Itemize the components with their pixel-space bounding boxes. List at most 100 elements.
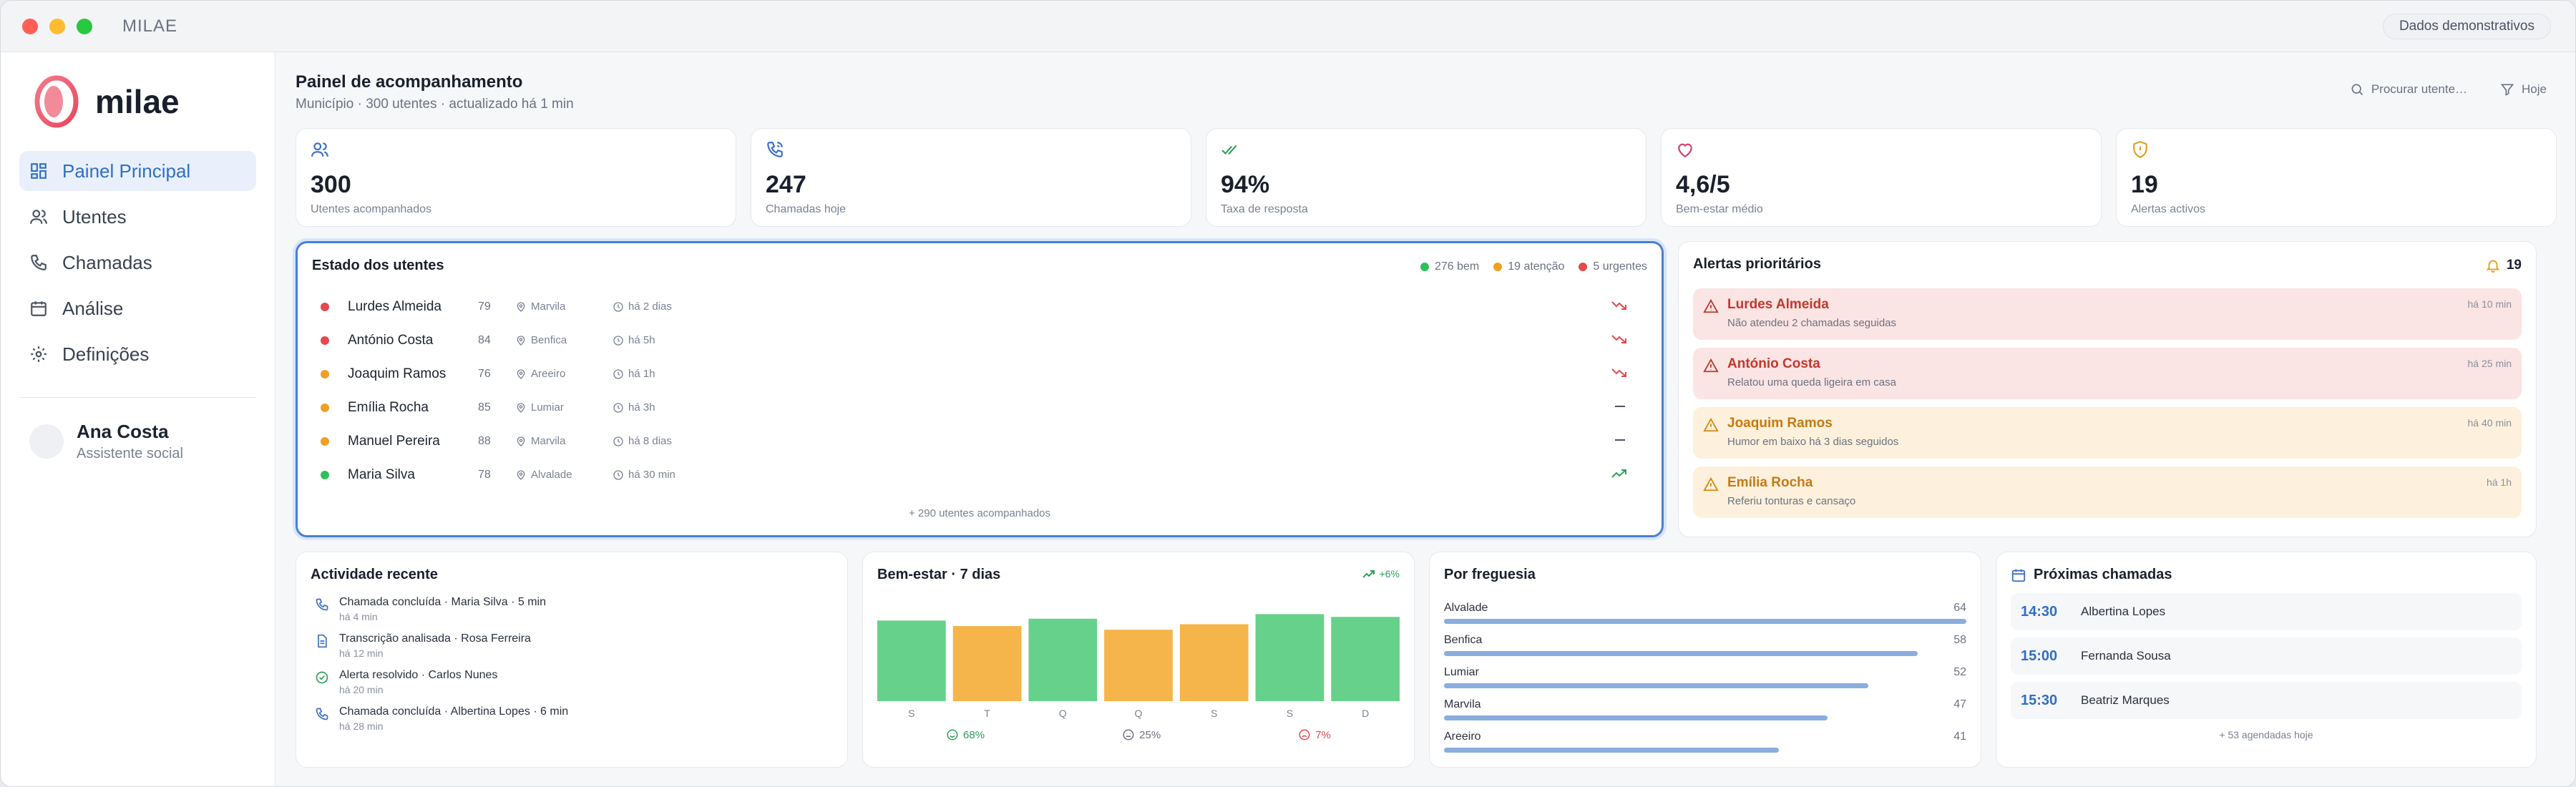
time-label: há 30 min bbox=[628, 469, 675, 481]
more-utentes-link[interactable]: + 290 utentes acompanhados bbox=[908, 507, 1051, 519]
legend-label: 276 bem bbox=[1434, 260, 1480, 273]
utente-age: 76 bbox=[478, 367, 491, 380]
tick-label: Q bbox=[1135, 708, 1143, 719]
activity-item[interactable]: Alerta resolvido · Carlos Nunes há 20 min bbox=[311, 669, 833, 695]
freguesia-item[interactable]: Alvalade 64 bbox=[1444, 602, 1966, 624]
freguesia-list: Alvalade 64 Benfica 58 Lumiar 52 Marvila 47 Aree… bbox=[1444, 602, 1966, 753]
freguesia-value: 41 bbox=[1953, 730, 1966, 743]
stat-card-utentes[interactable]: 300 Utentes acompanhados bbox=[296, 128, 736, 227]
trend-up-icon bbox=[1611, 468, 1627, 483]
freguesia-item[interactable]: Areeiro 41 bbox=[1444, 730, 1966, 753]
utente-last-contact: há 3h bbox=[613, 401, 655, 414]
sidebar-item-definicoes[interactable]: Definições bbox=[19, 334, 256, 374]
maximize-window-button[interactable] bbox=[77, 18, 92, 34]
users-icon bbox=[30, 210, 47, 224]
utente-age: 85 bbox=[478, 401, 491, 414]
stat-value: 19 bbox=[2131, 171, 2158, 198]
avatar bbox=[29, 424, 64, 459]
search-input[interactable]: Procurar utente… bbox=[2350, 82, 2467, 97]
date-filter-button[interactable]: Hoje bbox=[2500, 82, 2547, 97]
status-dot-icon bbox=[321, 403, 329, 412]
activity-item[interactable]: Chamada concluída · Maria Silva · 5 min h… bbox=[311, 596, 833, 622]
alert-item[interactable]: António Costa Relatou uma queda ligeira e… bbox=[1693, 348, 2522, 399]
utente-location: Marvila bbox=[515, 435, 613, 447]
stat-card-bem-estar[interactable]: 4,6/5 Bem-estar médio bbox=[1661, 128, 2102, 227]
stat-card-alertas[interactable]: 19 Alertas activos bbox=[2116, 128, 2557, 227]
alert-count[interactable]: 19 bbox=[2485, 258, 2522, 273]
sidebar-item-label: Definições bbox=[62, 343, 150, 365]
sidebar-item-label: Painel Principal bbox=[62, 160, 191, 182]
summary-value: 68% bbox=[963, 728, 985, 741]
alert-item[interactable]: Joaquim Ramos Humor em baixo há 3 dias se… bbox=[1693, 407, 2522, 459]
warning-icon bbox=[1703, 417, 1719, 436]
alert-time: há 10 min bbox=[2467, 298, 2512, 310]
alert-time: há 40 min bbox=[2467, 417, 2512, 429]
trend-flat-icon bbox=[1611, 434, 1627, 449]
utente-row[interactable]: Emília Rocha 85 Lumiar há 3h bbox=[312, 391, 1647, 424]
trend-up-icon bbox=[1362, 570, 1375, 578]
activity-item[interactable]: Chamada concluída · Albertina Lopes · 6 … bbox=[311, 705, 833, 732]
user-profile[interactable]: Ana Costa Assistente social bbox=[19, 421, 256, 462]
bar[interactable] bbox=[1255, 614, 1324, 701]
alert-item[interactable]: Lurdes Almeida Não atendeu 2 chamadas seg… bbox=[1693, 288, 2522, 340]
stat-card-taxa-resposta[interactable]: 94% Taxa de resposta bbox=[1206, 128, 1646, 227]
location-label: Benfica bbox=[531, 334, 567, 346]
page-subtitle: Município · 300 utentes · actualizado há… bbox=[296, 97, 574, 112]
utente-last-contact: há 5h bbox=[613, 334, 655, 346]
utente-location: Lumiar bbox=[515, 401, 613, 414]
utente-row[interactable]: Manuel Pereira 88 Marvila há 8 dias bbox=[312, 424, 1647, 458]
freguesia-row: Lumiar 52 bbox=[1444, 666, 1966, 679]
sidebar-nav: Painel Principal Utentes Chamadas Anális… bbox=[19, 151, 256, 374]
scheduled-call-item[interactable]: 14:30 Albertina Lopes bbox=[2011, 593, 2522, 630]
sidebar-item-utentes[interactable]: Utentes bbox=[19, 197, 256, 237]
utente-name: António Costa bbox=[348, 332, 434, 348]
scheduled-call-item[interactable]: 15:00 Fernanda Sousa bbox=[2011, 637, 2522, 675]
freguesia-name: Alvalade bbox=[1444, 602, 1488, 614]
minimize-window-button[interactable] bbox=[49, 18, 65, 34]
activity-time: há 20 min bbox=[339, 684, 384, 695]
stat-card-chamadas[interactable]: 247 Chamadas hoje bbox=[751, 128, 1191, 227]
sidebar-item-chamadas[interactable]: Chamadas bbox=[19, 243, 256, 283]
demo-data-badge[interactable]: Dados demonstrativos bbox=[2382, 14, 2551, 39]
bar[interactable] bbox=[1028, 618, 1098, 701]
stat-label: Taxa de resposta bbox=[1221, 203, 1308, 215]
close-window-button[interactable] bbox=[22, 18, 38, 34]
activity-item[interactable]: Transcrição analisada · Rosa Ferreira há … bbox=[311, 632, 833, 659]
freguesia-item[interactable]: Marvila 47 bbox=[1444, 698, 1966, 720]
activity-time: há 12 min bbox=[339, 647, 384, 659]
utente-row[interactable]: Joaquim Ramos 76 Areeiro há 1h bbox=[312, 357, 1647, 391]
wellbeing-summary: 68% 25% 7% bbox=[877, 728, 1400, 741]
brand[interactable]: milae bbox=[19, 72, 256, 131]
red-dot-icon bbox=[1579, 263, 1588, 271]
utente-row[interactable]: Lurdes Almeida 79 Marvila há 2 dias bbox=[312, 290, 1647, 323]
map-pin-icon bbox=[517, 469, 525, 480]
utente-last-contact: há 1h bbox=[613, 368, 655, 380]
freguesia-item[interactable]: Benfica 58 bbox=[1444, 634, 1966, 656]
bar[interactable] bbox=[877, 620, 946, 701]
scheduled-call-item[interactable]: 15:30 Beatriz Marques bbox=[2011, 682, 2522, 719]
stat-value: 300 bbox=[311, 171, 351, 198]
stat-label: Bem-estar médio bbox=[1676, 203, 1763, 215]
sidebar-item-analise[interactable]: Análise bbox=[19, 288, 256, 328]
status-legend: 276 bem 19 atenção 5 urgentes bbox=[1420, 260, 1647, 273]
more-scheduled-link[interactable]: + 53 agendadas hoje bbox=[2219, 729, 2313, 740]
freguesia-bar bbox=[1444, 619, 1966, 624]
bar[interactable] bbox=[1331, 617, 1400, 701]
summary-good: 68% bbox=[946, 728, 985, 741]
sidebar-item-painel-principal[interactable]: Painel Principal bbox=[19, 151, 256, 191]
freguesia-row: Areeiro 41 bbox=[1444, 730, 1966, 743]
freguesia-value: 58 bbox=[1953, 634, 1966, 646]
bar[interactable] bbox=[1104, 630, 1173, 701]
freguesia-item[interactable]: Lumiar 52 bbox=[1444, 666, 1966, 688]
stat-value: 247 bbox=[766, 171, 806, 198]
utente-row[interactable]: António Costa 84 Benfica há 5h bbox=[312, 323, 1647, 357]
window-controls bbox=[22, 18, 92, 34]
bar[interactable] bbox=[1179, 624, 1249, 701]
alert-time: há 1h bbox=[2486, 476, 2512, 488]
alert-item[interactable]: Emília Rocha Referiu tonturas e cansaço há… bbox=[1693, 466, 2522, 518]
page-title: Painel de acompanhamento bbox=[296, 72, 523, 92]
bar[interactable] bbox=[952, 626, 1022, 701]
utente-row[interactable]: Maria Silva 78 Alvalade há 30 min bbox=[312, 458, 1647, 492]
call-name: Albertina Lopes bbox=[2081, 605, 2166, 618]
